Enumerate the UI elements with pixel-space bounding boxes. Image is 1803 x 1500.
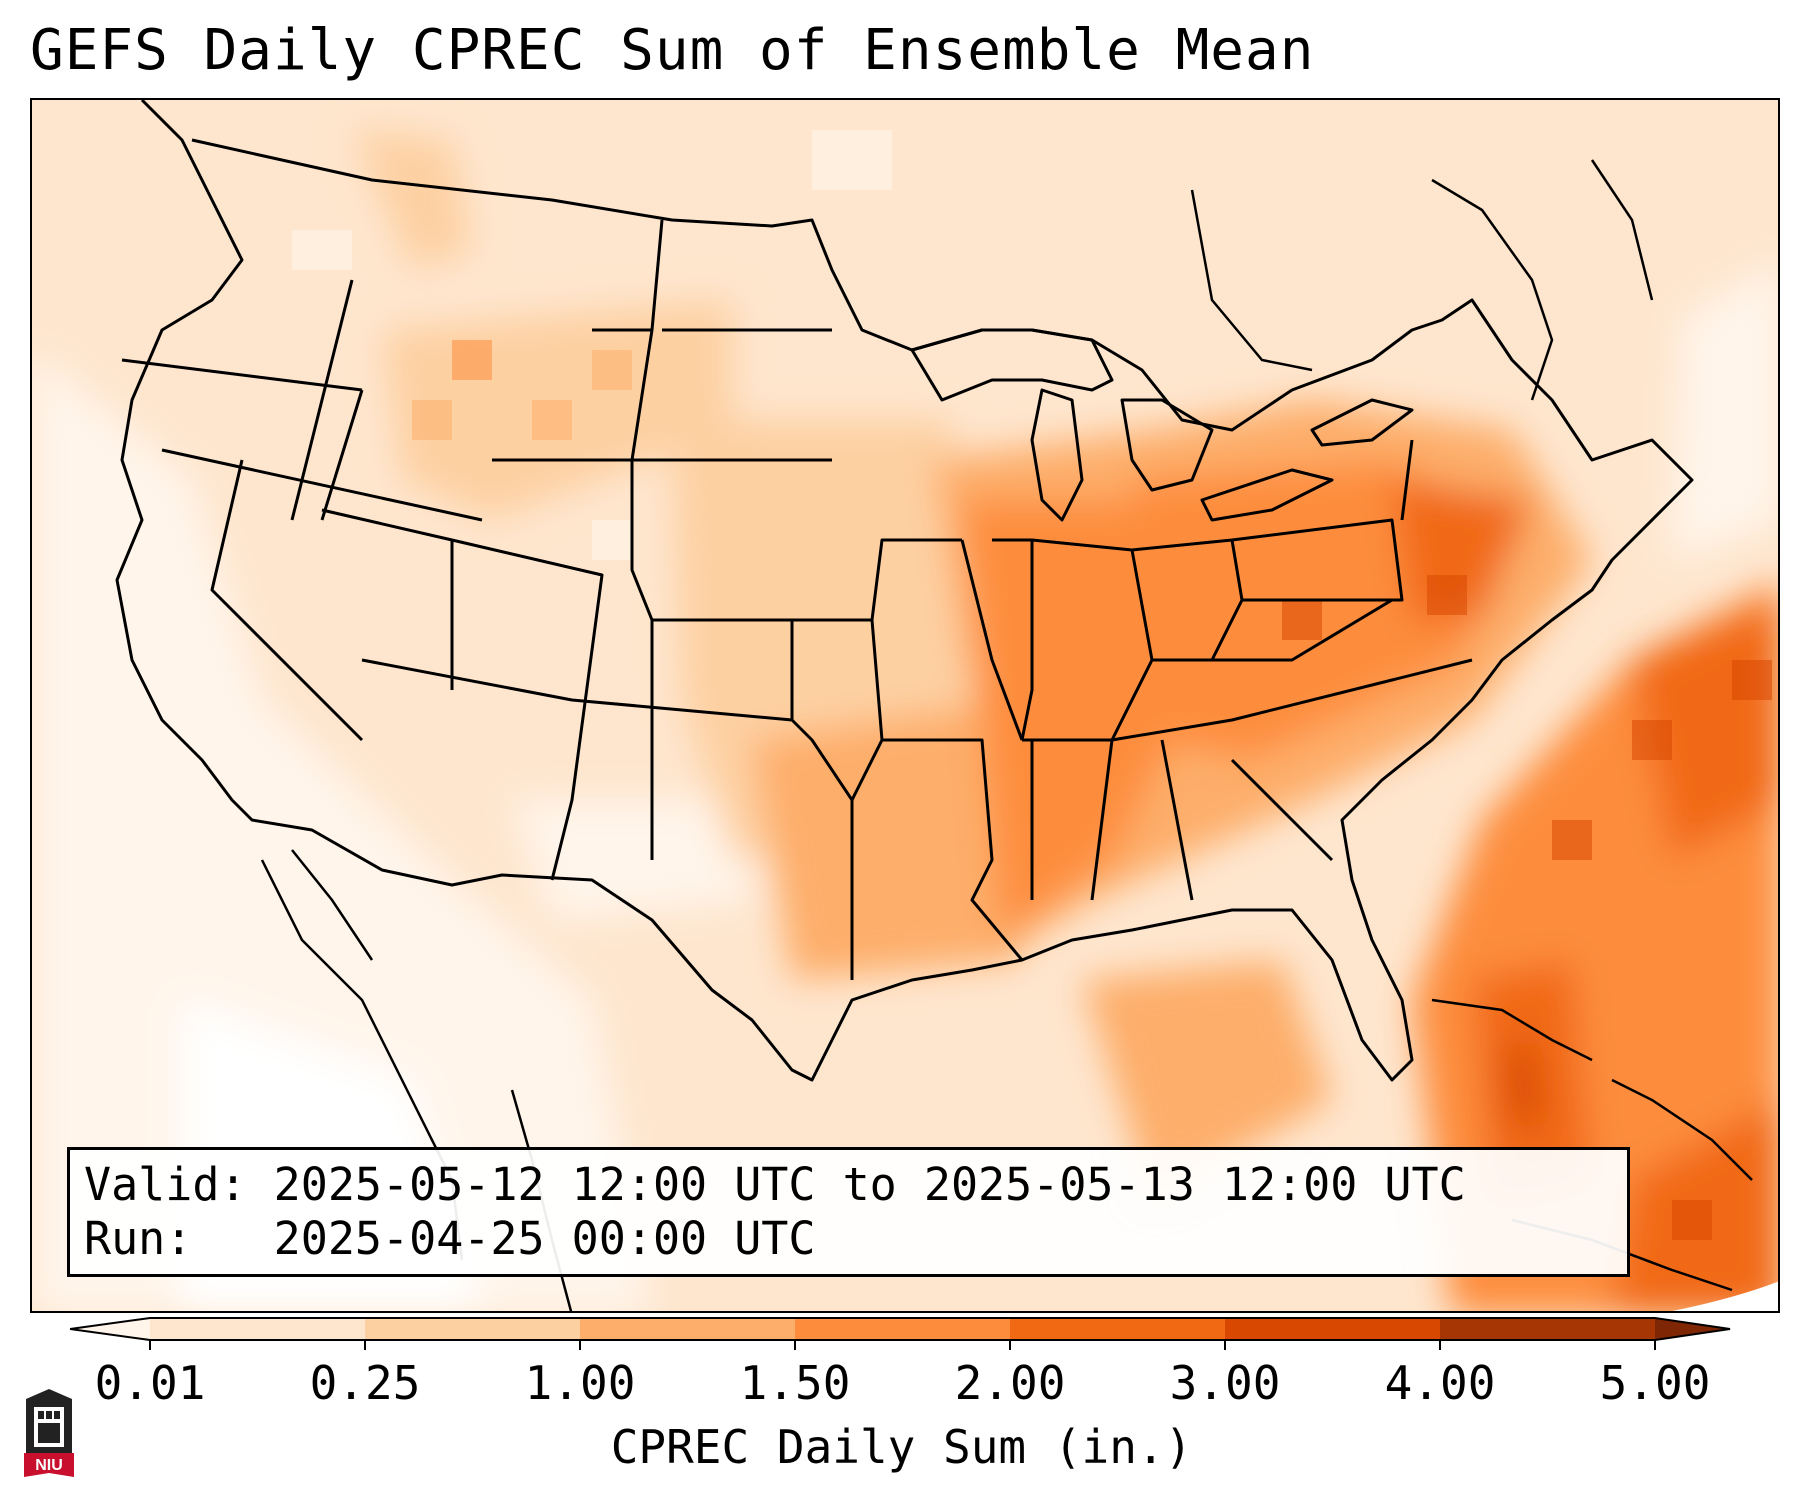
colorbar-segment: [150, 1318, 366, 1340]
colorbar-segment: [580, 1318, 796, 1340]
valid-time-text: Valid: 2025-05-12 12:00 UTC to 2025-05-1…: [84, 1158, 1466, 1211]
colorbar-segment: [1225, 1318, 1441, 1340]
colorbar-ticks: 0.01 0.25 1.00 1.50 2.00 3.00 4.00 5.00: [0, 1340, 1803, 1410]
colorbar-over-arrow: [1655, 1318, 1730, 1340]
colorbar-tick-label: 0.25: [309, 1356, 421, 1410]
run-info-box: Valid: 2025-05-12 12:00 UTC to 2025-05-1…: [67, 1147, 1630, 1277]
colorbar-tick-label: 2.00: [954, 1356, 1066, 1410]
page-title: GEFS Daily CPREC Sum of Ensemble Mean: [30, 18, 1315, 83]
precip-map: [30, 98, 1780, 1313]
colorbar-segment: [1010, 1318, 1226, 1340]
niu-logo: NIU: [24, 1389, 74, 1477]
colorbar-tick-label: 0.01: [94, 1356, 206, 1410]
colorbar: [69, 1310, 1750, 1350]
svg-text:NIU: NIU: [35, 1457, 63, 1474]
colorbar-graphic: [69, 1317, 1731, 1350]
colorbar-tick-label: 5.00: [1599, 1356, 1711, 1410]
colorbar-tick-label: 1.00: [524, 1356, 636, 1410]
colorbar-label: CPREC Daily Sum (in.): [610, 1420, 1193, 1474]
colorbar-segment: [365, 1318, 581, 1340]
precip-grid-texture: [292, 130, 1772, 1240]
colorbar-under-arrow: [70, 1318, 150, 1340]
colorbar-tick-label: 3.00: [1169, 1356, 1281, 1410]
run-time-text: Run: 2025-04-25 00:00 UTC: [84, 1212, 816, 1265]
precip-map-graphic: [32, 100, 1778, 1311]
colorbar-segment: [795, 1318, 1011, 1340]
state-boundaries: [115, 100, 1694, 1082]
colorbar-tick-label: 4.00: [1384, 1356, 1496, 1410]
colorbar-segment: [1440, 1318, 1656, 1340]
colorbar-tick-label: 1.50: [739, 1356, 851, 1410]
